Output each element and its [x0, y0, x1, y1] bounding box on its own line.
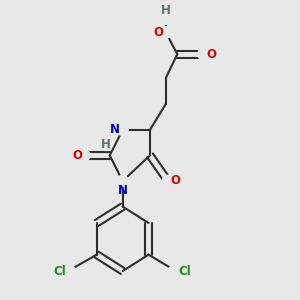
Ellipse shape [162, 175, 173, 187]
Text: N: N [110, 123, 120, 136]
Ellipse shape [60, 265, 76, 277]
Text: Cl: Cl [53, 265, 66, 278]
Ellipse shape [101, 139, 112, 151]
Text: H: H [101, 138, 111, 151]
Ellipse shape [79, 150, 90, 161]
Ellipse shape [117, 124, 128, 136]
Ellipse shape [198, 48, 209, 60]
Text: O: O [154, 26, 164, 39]
Text: O: O [72, 149, 82, 162]
Text: Cl: Cl [178, 265, 191, 278]
Ellipse shape [160, 13, 171, 25]
Text: O: O [206, 48, 216, 61]
Text: H: H [161, 4, 171, 17]
Ellipse shape [117, 175, 128, 187]
Ellipse shape [168, 265, 184, 277]
Text: O: O [170, 175, 180, 188]
Ellipse shape [160, 27, 171, 38]
Text: N: N [118, 184, 128, 197]
